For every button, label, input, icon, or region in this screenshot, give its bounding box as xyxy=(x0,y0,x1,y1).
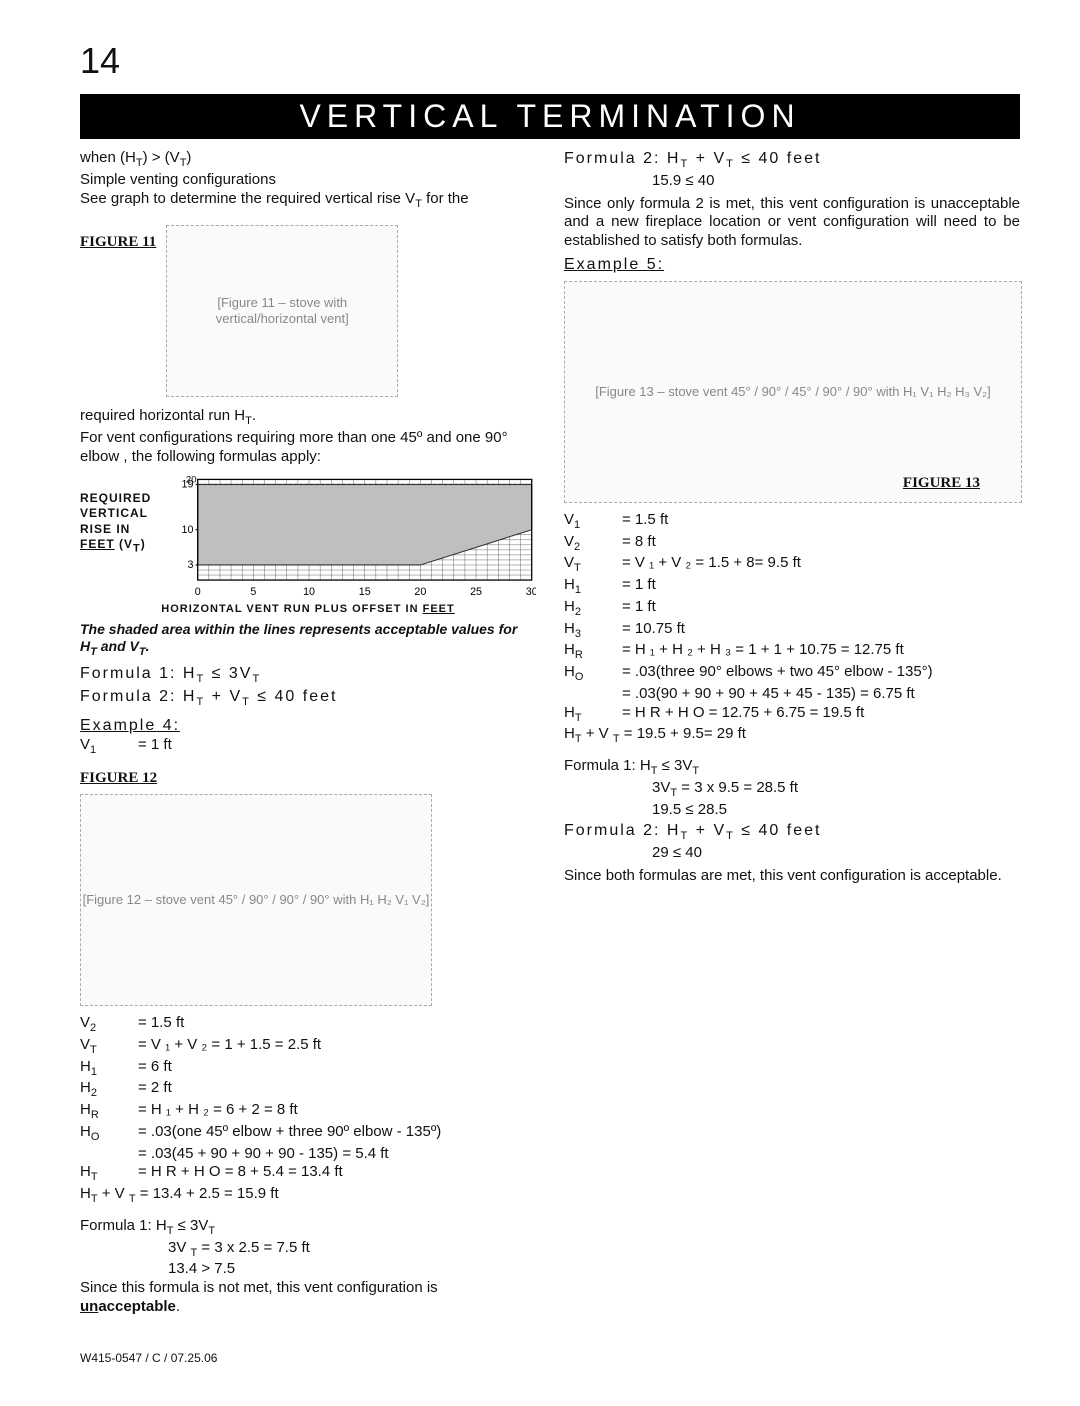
right-formula2: Formula 2: HT + VT ≤ 40 feet xyxy=(564,149,1020,172)
columns: when (HT) > (VT) Simple venting configur… xyxy=(80,149,1020,1366)
example-5-sum: HT + V T = 19.5 + 9.5= 29 ft xyxy=(564,725,1020,747)
calc-row: VT= V ₁ + V ₂ = 1.5 + 8= 9.5 ft xyxy=(564,554,1020,576)
calc-row: HR= H ₁ + H ₂ + H ₃ = 1 + 1 + 10.75 = 12… xyxy=(564,641,1020,663)
graph-svg: 0510152025303101920 xyxy=(172,473,536,599)
figure-11-placeholder: [Figure 11 – stove with vertical/horizon… xyxy=(166,225,398,397)
svg-text:20: 20 xyxy=(186,474,197,485)
calc-row: = .03(90 + 90 + 90 + 45 + 45 - 135) = 6.… xyxy=(564,685,1020,704)
figure-13-label: FIGURE 13 xyxy=(903,474,980,493)
example-5-formula2: Formula 2: HT + VT ≤ 40 feet xyxy=(564,821,1020,844)
calc-row: V1= 1.5 ft xyxy=(564,511,1020,533)
formula-2: Formula 2: HT + VT ≤ 40 feet xyxy=(80,687,536,710)
graph-wrap: REQUIRED VERTICAL RISE IN FEET (VT) 0 5 10… xyxy=(80,473,536,599)
calc-row: V2= 8 ft xyxy=(564,533,1020,555)
intro-line-3: See graph to determine the required vert… xyxy=(80,190,536,212)
example-4-rows: V1= 1 ft xyxy=(80,736,536,758)
example-4-sum: HT + V T = 13.4 + 2.5 = 15.9 ft xyxy=(80,1185,536,1207)
intro-line-2: Simple venting configurations xyxy=(80,171,536,190)
intro-line-1: when (HT) > (VT) xyxy=(80,149,536,171)
calc-row: HO= .03(one 45º elbow + three 90º elbow … xyxy=(80,1123,536,1145)
svg-text:20: 20 xyxy=(414,586,426,598)
example-4-formula1-line2: 3V T = 3 x 2.5 = 7.5 ft xyxy=(80,1239,536,1261)
svg-text:15: 15 xyxy=(359,586,371,598)
svg-text:0: 0 xyxy=(195,586,201,598)
example-4-conclusion: Since this formula is not met, this vent… xyxy=(80,1279,536,1317)
example-4-formula1-line3: 13.4 > 7.5 xyxy=(80,1260,536,1279)
calc-row: H3= 10.75 ft xyxy=(564,620,1020,642)
calc-row: H1= 1 ft xyxy=(564,576,1020,598)
example-5-conclusion: Since both formulas are met, this vent c… xyxy=(564,867,1020,886)
example-5-head: Example 5: xyxy=(564,255,1020,275)
calc-row: HT= H R + H O = 12.75 + 6.75 = 19.5 ft xyxy=(564,704,1020,726)
figure-13-wrap: [Figure 13 – stove vent 45° / 90° / 45° … xyxy=(564,281,1020,503)
right-formula2-line2: 15.9 ≤ 40 xyxy=(564,172,1020,191)
right-column: Formula 2: HT + VT ≤ 40 feet 15.9 ≤ 40 S… xyxy=(564,149,1020,1366)
title-bar: VERTICAL TERMINATION xyxy=(80,94,1020,139)
svg-text:25: 25 xyxy=(470,586,482,598)
svg-text:30: 30 xyxy=(526,586,536,598)
graph-x-label: HORIZONTAL VENT RUN PLUS OFFSET IN FEET xyxy=(80,603,536,617)
figure-13-placeholder: [Figure 13 – stove vent 45° / 90° / 45° … xyxy=(564,281,1022,503)
figure-12-label: FIGURE 12 xyxy=(80,769,536,788)
right-top-paragraph: Since only formula 2 is met, this vent c… xyxy=(564,195,1020,251)
graph-y-label: REQUIRED VERTICAL RISE IN FEET (VT) xyxy=(80,473,164,556)
required-horizontal-line: required horizontal run HT. xyxy=(80,407,536,429)
svg-text:10: 10 xyxy=(303,586,315,598)
example-4-head: Example 4: xyxy=(80,716,536,736)
example-5-formula1-line2: 3VT = 3 x 9.5 = 28.5 ft xyxy=(564,779,1020,801)
example-4-calc: V2= 1.5 ftVT= V ₁ + V ₂ = 1 + 1.5 = 2.5 … xyxy=(80,1014,536,1185)
figure-11-label: FIGURE 11 xyxy=(80,233,156,252)
page-number: 14 xyxy=(80,40,1020,82)
example-5-formula1-line3: 19.5 ≤ 28.5 xyxy=(564,801,1020,820)
formula-1: Formula 1: HT ≤ 3VT xyxy=(80,664,536,687)
calc-row: = .03(45 + 90 + 90 + 90 - 135) = 5.4 ft xyxy=(80,1145,536,1164)
footnote: W415-0547 / C / 07.25.06 xyxy=(80,1351,536,1366)
svg-text:5: 5 xyxy=(250,586,256,598)
left-column: when (HT) > (VT) Simple venting configur… xyxy=(80,149,536,1366)
calc-row: H2= 1 ft xyxy=(564,598,1020,620)
svg-text:10: 10 xyxy=(182,523,194,535)
graph-shaded-note: The shaded area within the lines represe… xyxy=(80,621,536,660)
calc-row: H2= 2 ft xyxy=(80,1079,536,1101)
example-5-formula2-line2: 29 ≤ 40 xyxy=(564,844,1020,863)
calc-row: VT= V ₁ + V ₂ = 1 + 1.5 = 2.5 ft xyxy=(80,1036,536,1058)
example-5-calc: V1= 1.5 ftV2= 8 ftVT= V ₁ + V ₂ = 1.5 + … xyxy=(564,511,1020,726)
calc-row: H1= 6 ft xyxy=(80,1058,536,1080)
example-4-formula1: Formula 1: HT ≤ 3VT xyxy=(80,1217,536,1239)
figure-12-placeholder: [Figure 12 – stove vent 45° / 90° / 90° … xyxy=(80,794,432,1006)
required-line-2: For vent configurations requiring more t… xyxy=(80,429,536,467)
page: 14 VERTICAL TERMINATION when (HT) > (VT)… xyxy=(0,0,1080,1406)
calc-row: V1= 1 ft xyxy=(80,736,536,758)
example-5-formula1: Formula 1: HT ≤ 3VT xyxy=(564,757,1020,779)
calc-row: V2= 1.5 ft xyxy=(80,1014,536,1036)
calc-row: HT= H R + H O = 8 + 5.4 = 13.4 ft xyxy=(80,1163,536,1185)
svg-text:3: 3 xyxy=(187,559,193,571)
calc-row: HR= H ₁ + H ₂ = 6 + 2 = 8 ft xyxy=(80,1101,536,1123)
calc-row: HO= .03(three 90° elbows + two 45° elbow… xyxy=(564,663,1020,685)
